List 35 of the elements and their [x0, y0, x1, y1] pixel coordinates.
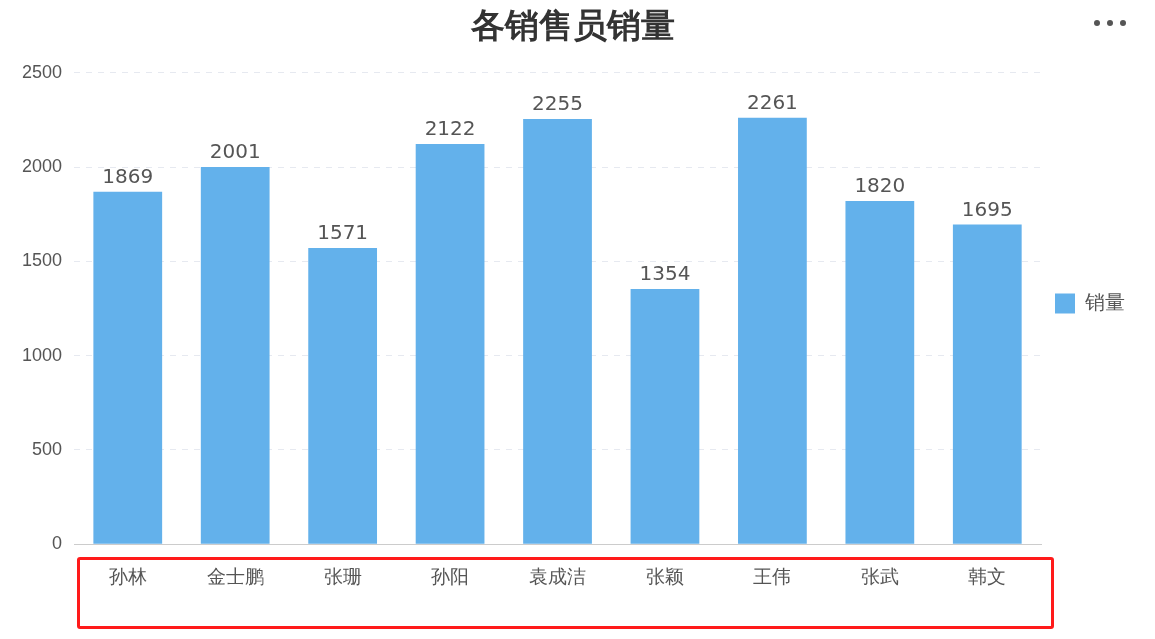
y-tick-label: 500 — [32, 438, 63, 459]
x-tick-label: 孙阳 — [431, 565, 470, 587]
y-tick-label: 1000 — [22, 344, 63, 365]
y-tick-label: 1500 — [22, 250, 63, 271]
y-tick-label: 2500 — [22, 61, 63, 82]
y-tick-label: 2000 — [22, 156, 63, 177]
bar — [845, 201, 915, 544]
data-label: 2255 — [532, 91, 583, 116]
x-tick-label: 张武 — [860, 565, 899, 587]
legend-label: 销量 — [1084, 289, 1125, 314]
data-label: 2261 — [746, 90, 798, 115]
data-label: 1695 — [961, 196, 1013, 221]
bar — [200, 166, 270, 544]
x-tick-label: 金士鹏 — [206, 565, 264, 587]
x-tick-label: 韩文 — [968, 565, 1007, 587]
x-tick-label: 袁成洁 — [529, 565, 587, 587]
bar — [630, 288, 700, 544]
bar — [415, 144, 485, 544]
data-label: 2001 — [209, 139, 261, 164]
bar — [738, 117, 807, 544]
data-label: 1820 — [854, 173, 906, 198]
x-tick-label: 张颖 — [645, 565, 684, 587]
bar — [308, 247, 378, 544]
y-tick-label: 0 — [52, 533, 63, 554]
chart-title: 各销售员销量 — [469, 5, 675, 46]
bar — [952, 224, 1022, 544]
x-tick-label: 张珊 — [323, 565, 362, 587]
x-tick-label: 王伟 — [753, 565, 792, 587]
data-label: 2122 — [424, 116, 476, 141]
data-label: 1869 — [102, 163, 154, 188]
bar — [93, 191, 163, 544]
data-label: 1354 — [639, 261, 691, 286]
x-tick-label: 孙林 — [108, 565, 147, 587]
data-label: 1571 — [317, 220, 369, 245]
bar — [523, 119, 592, 544]
